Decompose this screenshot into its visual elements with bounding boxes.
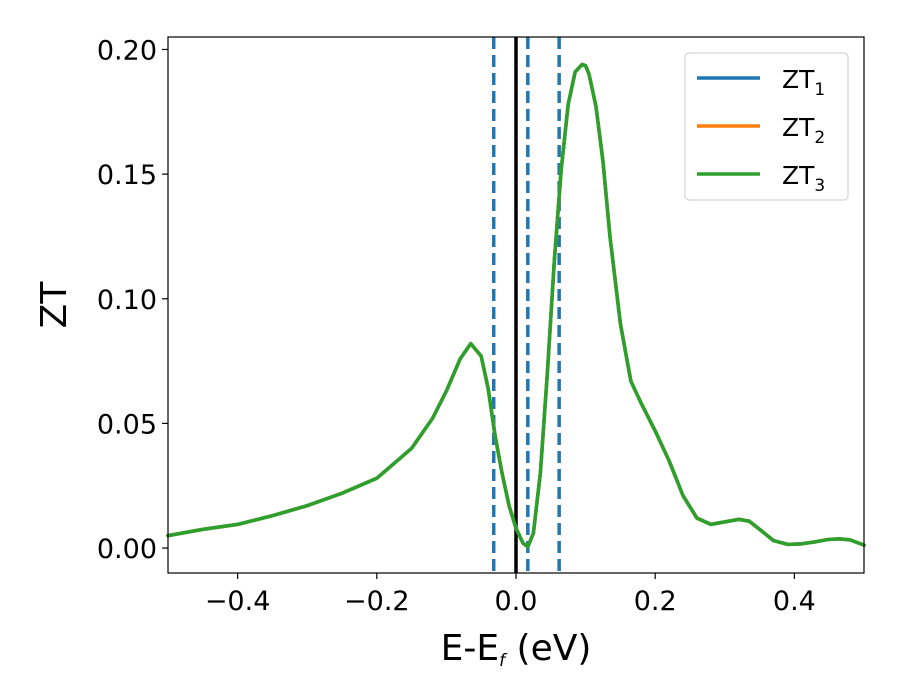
- x-tick-label-2: 0.0: [495, 586, 538, 617]
- y-tick-label-4: 0.20: [97, 35, 157, 66]
- series-line-zt3: [166, 62, 866, 549]
- y-tick-label-3: 0.15: [97, 160, 157, 191]
- legend-label-zt1: ZT1: [782, 65, 825, 100]
- x-axis-ticks: −0.4 −0.2 0.0 0.2 0.4: [205, 573, 816, 617]
- x-tick-label-1: −0.2: [344, 586, 410, 617]
- vertical-reference-lines: [491, 37, 561, 573]
- x-axis-label: E-Ef (eV): [441, 628, 592, 671]
- legend: ZT1 ZT2 ZT3: [684, 52, 849, 201]
- y-tick-label-2: 0.10: [97, 285, 157, 316]
- x-tick-label-4: 0.4: [773, 586, 816, 617]
- y-axis-label: ZT: [34, 281, 75, 329]
- y-axis-ticks: 0.00 0.05 0.10 0.15 0.20: [97, 35, 168, 565]
- y-tick-label-1: 0.05: [97, 409, 157, 440]
- x-tick-label-0: −0.4: [205, 586, 271, 617]
- x-axis-label-subscript: f: [499, 651, 508, 671]
- legend-label-zt2: ZT2: [782, 113, 825, 148]
- legend-label-zt3: ZT3: [782, 161, 825, 196]
- y-tick-label-0: 0.00: [97, 534, 157, 565]
- legend-box: [684, 52, 849, 201]
- series-lines: [166, 62, 866, 549]
- x-tick-label-3: 0.2: [634, 586, 677, 617]
